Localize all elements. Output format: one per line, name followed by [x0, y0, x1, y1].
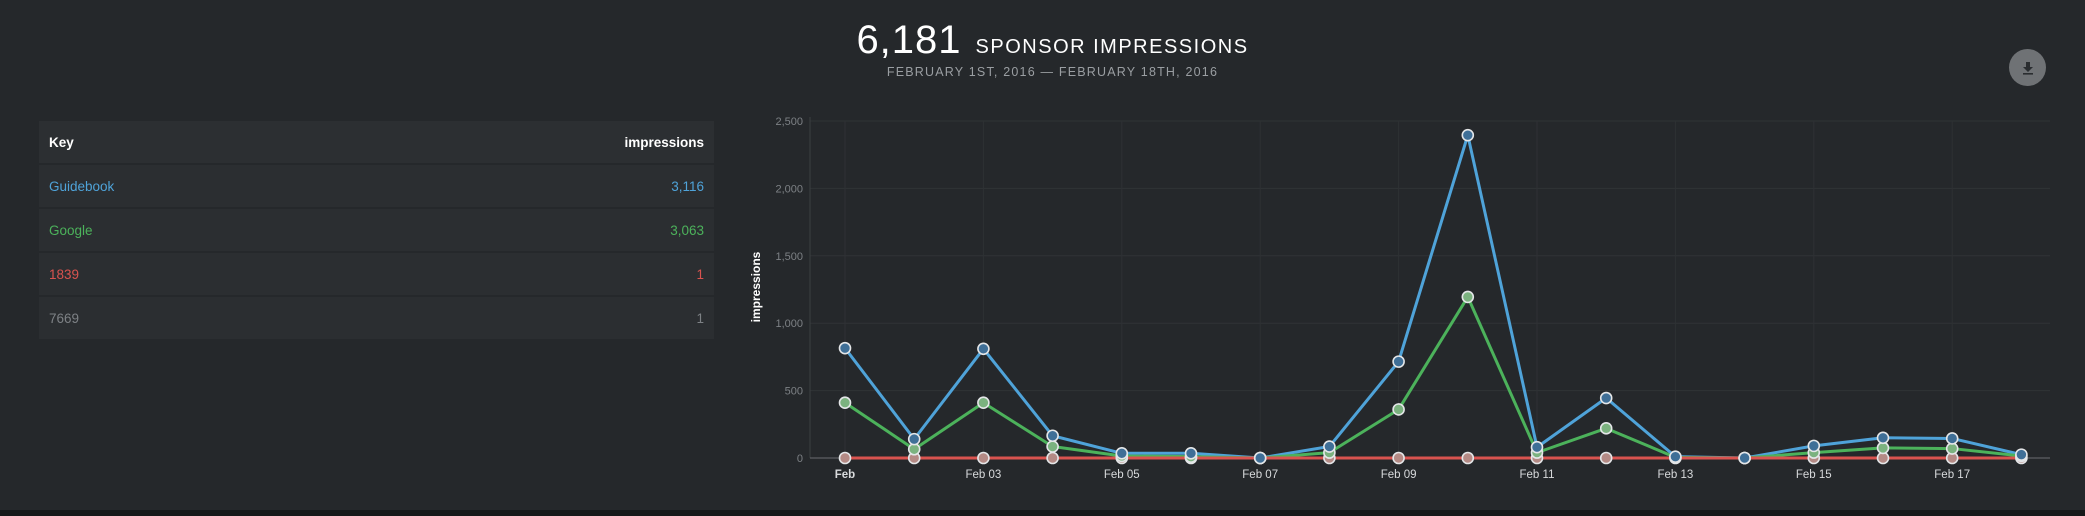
- data-point: [1461, 128, 1475, 142]
- data-point: [1599, 451, 1613, 465]
- chart-svg: 0 500 1,000 1,500 2,000 2,500 Feb Feb 03 Feb 05 F…: [749, 116, 2050, 481]
- y-tick-label: 2,500: [775, 116, 803, 128]
- grid-layer: [810, 120, 2050, 458]
- data-point: [1323, 440, 1336, 453]
- download-button[interactable]: [2009, 49, 2046, 86]
- y-tick-label: 0: [797, 453, 803, 465]
- data-point: [1876, 431, 1890, 445]
- line-chart: 0 500 1,000 1,500 2,000 2,500 Feb Feb 03 Feb 05 F…: [740, 105, 2060, 490]
- header: 6,181 SPONSOR IMPRESSIONS FEBRUARY 1ST, …: [0, 18, 2085, 79]
- row-value: 3,116: [671, 178, 704, 194]
- data-point: [1392, 451, 1405, 465]
- x-tick-label: Feb 07: [1242, 469, 1278, 481]
- x-tick-label: Feb: [835, 469, 855, 481]
- data-point: [1807, 439, 1821, 453]
- y-tick-label: 1,500: [775, 251, 803, 263]
- data-point: [977, 396, 990, 410]
- download-icon: [2022, 61, 2033, 75]
- y-tick-label: 2,000: [775, 183, 803, 195]
- x-tick-label: Feb 11: [1520, 469, 1555, 481]
- data-point: [2015, 448, 2028, 461]
- x-tick-label: Feb 13: [1657, 469, 1693, 481]
- data-point: [1599, 422, 1613, 435]
- key-column-header: Key: [49, 134, 74, 150]
- data-point: [1184, 446, 1198, 460]
- data-point: [838, 451, 852, 465]
- key-table-header: Key impressions: [39, 121, 714, 163]
- data-point: [1046, 440, 1059, 453]
- date-range: FEBRUARY 1ST, 2016 — FEBRUARY 18TH, 2016: [886, 65, 1219, 79]
- total-impressions: 6,181: [856, 18, 962, 62]
- data-point: [1461, 451, 1475, 465]
- data-point: [1738, 451, 1751, 465]
- row-value: 3,063: [670, 222, 704, 238]
- key-table: Key impressions Guidebook 3,116 Google 3…: [39, 121, 714, 341]
- row-value: 1: [696, 310, 704, 326]
- table-row[interactable]: Guidebook 3,116: [39, 165, 714, 207]
- row-key: 1839: [49, 266, 80, 282]
- title-line: 6,181 SPONSOR IMPRESSIONS: [856, 18, 1248, 63]
- data-point: [907, 432, 921, 446]
- data-point: [1530, 440, 1544, 454]
- data-point: [1945, 432, 1959, 445]
- x-tick-label: Feb 17: [1934, 469, 1970, 481]
- x-tick-label: Feb 09: [1381, 469, 1417, 481]
- row-value: 1: [696, 266, 704, 282]
- data-point: [1392, 355, 1405, 368]
- data-point: [1392, 403, 1405, 416]
- data-point: [977, 342, 990, 356]
- y-tick-label: 500: [785, 386, 803, 398]
- data-point: [1046, 451, 1059, 465]
- data-point: [1115, 446, 1129, 460]
- data-point: [1461, 290, 1475, 304]
- y-axis-label: impressions: [749, 251, 763, 322]
- series-line: [844, 295, 2022, 460]
- impressions-column-header: impressions: [624, 134, 704, 150]
- data-point: [1046, 429, 1059, 443]
- data-point: [1669, 450, 1682, 463]
- bottom-strip: [0, 510, 2085, 516]
- row-key: 7669: [49, 310, 80, 326]
- x-tick-label: Feb 05: [1104, 469, 1140, 481]
- series-line: [843, 133, 2022, 460]
- data-point: [1599, 391, 1613, 405]
- x-tick-label: Feb 15: [1796, 469, 1832, 481]
- row-key: Google: [49, 222, 93, 238]
- x-tick-label: Feb 03: [965, 469, 1001, 481]
- table-row[interactable]: 1839 1: [39, 253, 714, 295]
- page-title: SPONSOR IMPRESSIONS: [975, 36, 1249, 58]
- data-point: [977, 451, 990, 465]
- data-point: [838, 396, 852, 410]
- series-layer: [838, 128, 2028, 465]
- axis-layer: 0 500 1,000 1,500 2,000 2,500 Feb Feb 03 Feb 05 F…: [775, 116, 2050, 481]
- data-point: [838, 341, 852, 355]
- y-tick-label: 1,000: [775, 318, 803, 330]
- row-key: Guidebook: [49, 178, 115, 194]
- table-row[interactable]: 7669 1: [39, 297, 714, 339]
- data-point: [1253, 451, 1267, 465]
- table-row[interactable]: Google 3,063: [39, 209, 714, 251]
